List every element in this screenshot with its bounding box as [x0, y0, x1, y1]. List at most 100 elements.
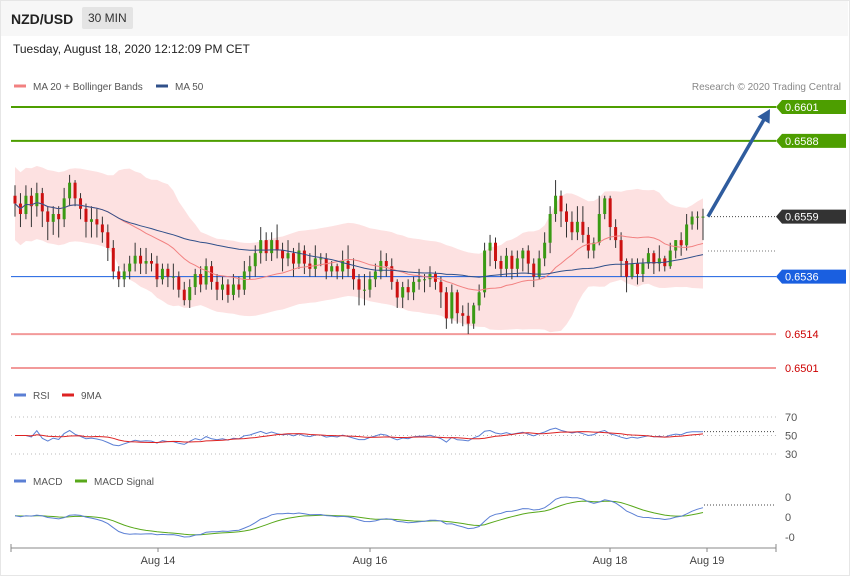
x-tick-label: Aug 16	[353, 555, 388, 567]
rsi-ma-line	[15, 431, 704, 443]
macd-legend-swatch	[14, 479, 26, 483]
candle-bull	[253, 253, 257, 267]
macd-legend-label: MACD	[33, 477, 62, 488]
candle-bear	[570, 221, 574, 233]
ma20-legend-label: MA 20 + Bollinger Bands	[33, 82, 143, 93]
level-label-0.6536: 0.6536	[785, 272, 819, 284]
candle-bull	[231, 284, 235, 295]
candle-bull	[690, 216, 694, 225]
candle-bear	[291, 253, 295, 264]
chart-header: NZD/USD 30 MIN	[1, 1, 848, 36]
forecast-arrow-head	[757, 109, 770, 124]
candle-bear	[466, 315, 470, 324]
candle-bear	[281, 250, 285, 259]
level-label-0.6601: 0.6601	[785, 102, 819, 114]
candle-bull	[483, 250, 487, 293]
candle-bear	[494, 242, 498, 261]
candle-bull	[204, 266, 208, 285]
candle-bear	[177, 276, 181, 290]
candle-bear	[614, 227, 618, 241]
candle-bear	[182, 289, 186, 301]
candle-bear	[46, 211, 50, 222]
ma20-legend-swatch	[14, 84, 26, 88]
level-tag-0.6588	[776, 133, 846, 148]
candle-bull	[62, 198, 66, 220]
timeframe-badge[interactable]: 30 MIN	[82, 7, 133, 29]
candle-bull	[259, 240, 263, 254]
rsi-legend-swatch	[14, 393, 26, 397]
rsi-ma-legend-swatch	[62, 393, 74, 397]
candle-bull	[603, 198, 607, 215]
candle-bear	[395, 281, 399, 298]
candle-bear	[455, 292, 459, 314]
candle-bear	[619, 240, 623, 261]
candle-bear	[635, 263, 639, 275]
candle-bear	[510, 255, 514, 269]
level-tag-0.6601	[776, 100, 846, 114]
candle-bull	[515, 258, 519, 269]
rsi-ma-legend-label: 9MA	[81, 391, 102, 402]
macd-tick-label: 0	[785, 492, 791, 504]
candle-bear	[139, 255, 143, 264]
bollinger-band	[15, 166, 703, 333]
macd-line	[14, 496, 704, 538]
candle-bear	[439, 281, 443, 293]
credit-text: Research © 2020 Trading Central	[692, 82, 841, 93]
candle-bull	[341, 260, 345, 272]
candle-bear	[357, 279, 361, 290]
candle-bear	[384, 260, 388, 267]
candle-bull	[646, 253, 650, 264]
candle-bull	[286, 253, 290, 259]
candle-bear	[150, 260, 154, 264]
candle-bull	[575, 221, 579, 233]
candle-bull	[412, 281, 416, 293]
candle-bear	[346, 260, 350, 269]
candle-bull	[477, 292, 481, 306]
candle-bull	[504, 255, 508, 269]
candle-bear	[40, 193, 44, 212]
level-label-0.6514: 0.6514	[785, 329, 819, 341]
candle-bear	[499, 260, 503, 269]
candle-bear	[237, 284, 241, 290]
candle-bear	[117, 271, 121, 280]
candle-bear	[652, 253, 656, 264]
candle-bull	[554, 195, 558, 215]
candle-bear	[100, 224, 104, 233]
candle-bull	[128, 263, 132, 272]
candle-bull	[171, 276, 175, 278]
ma50-legend-label: MA 50	[175, 82, 204, 93]
candle-bear	[79, 198, 83, 209]
candle-bear	[166, 268, 170, 277]
candle-bear	[106, 232, 110, 248]
candle-bull	[674, 240, 678, 251]
candle-bull	[242, 271, 246, 290]
level-label-0.6501: 0.6501	[785, 363, 819, 375]
candle-bear	[13, 195, 17, 204]
candle-bear	[302, 250, 306, 264]
candle-bear	[586, 234, 590, 251]
candle-bull	[641, 263, 645, 275]
level-labels-group: 0.6601 0.6588 0.6559 0.6536 0.6514 0.6501	[776, 100, 846, 375]
candle-bear	[210, 266, 214, 282]
candle-bear	[264, 240, 268, 254]
candle-bull	[89, 219, 93, 222]
candle-bull	[373, 271, 377, 280]
candle-bear	[625, 260, 629, 277]
price-levels-group	[11, 106, 776, 369]
macd-signal-legend-label: MACD Signal	[94, 477, 154, 488]
candle-bull	[521, 250, 525, 259]
rsi-tick-label: 70	[785, 412, 797, 424]
candle-bear	[29, 195, 33, 207]
candle-bull	[220, 284, 224, 290]
candle-bull	[188, 287, 192, 301]
legend-ma20: MA 20 + Bollinger Bands	[14, 82, 143, 93]
candle-bull	[696, 216, 700, 218]
candle-bull	[592, 242, 596, 251]
candle-bear	[215, 281, 219, 290]
candle-bull	[657, 258, 661, 264]
candle-bull	[368, 279, 372, 290]
moving-averages-group	[14, 201, 704, 291]
legend-macd: MACD MACD Signal	[14, 477, 154, 488]
candle-bear	[275, 240, 279, 251]
rsi-tick-label: 30	[785, 449, 797, 461]
